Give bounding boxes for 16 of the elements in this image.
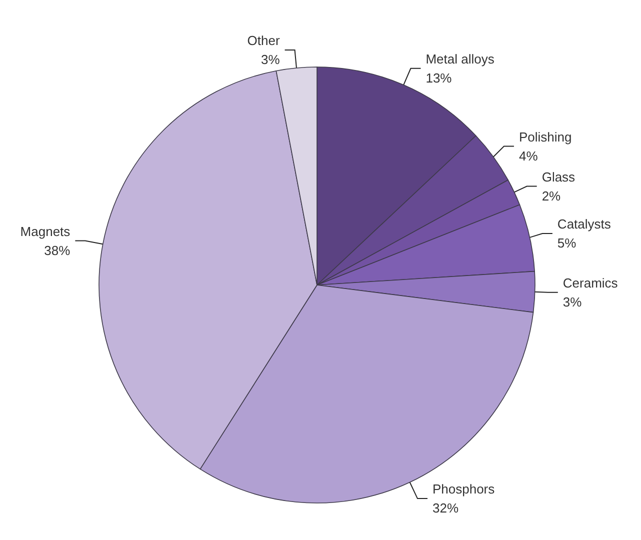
slice-label: Metal alloys — [426, 51, 495, 66]
slice-label: Polishing — [518, 129, 572, 144]
slice-label: Catalysts — [557, 216, 612, 232]
data-label: 32% — [432, 500, 459, 516]
data-label: 13% — [426, 70, 452, 86]
slice-label: Other — [247, 33, 280, 48]
data-label: 2% — [542, 188, 562, 204]
slice-label: Glass — [542, 169, 576, 184]
slice-label: Ceramics — [562, 275, 618, 290]
slice-label: Phosphors — [432, 482, 496, 497]
data-label: 3% — [562, 294, 582, 310]
data-label: 38% — [44, 242, 71, 258]
data-label: 3% — [260, 52, 280, 68]
data-label: 4% — [518, 148, 538, 164]
slice-label: Magnets — [20, 224, 71, 239]
data-label: 5% — [557, 236, 577, 251]
